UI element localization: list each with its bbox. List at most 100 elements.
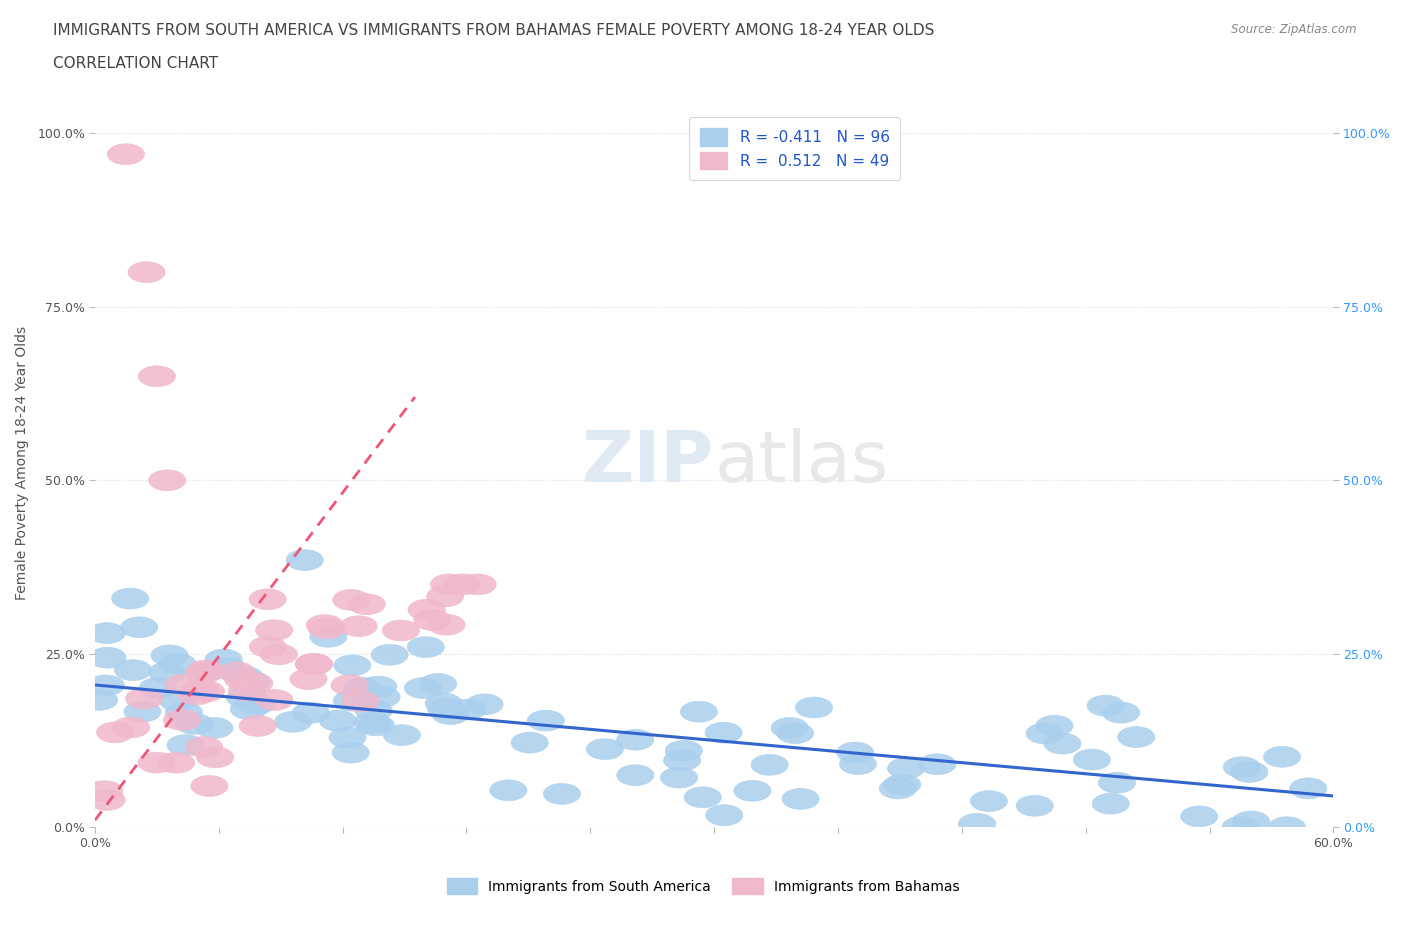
Ellipse shape [1264,747,1301,767]
Ellipse shape [218,662,256,683]
Ellipse shape [349,594,385,615]
Ellipse shape [333,590,370,610]
Ellipse shape [150,644,188,666]
Ellipse shape [231,698,267,720]
Ellipse shape [330,675,368,696]
Ellipse shape [308,618,346,639]
Ellipse shape [176,713,212,734]
Ellipse shape [112,717,149,737]
Ellipse shape [1181,806,1218,827]
Ellipse shape [329,727,366,748]
Ellipse shape [408,637,444,658]
Ellipse shape [187,681,225,702]
Ellipse shape [125,688,163,709]
Ellipse shape [617,764,654,786]
Ellipse shape [186,737,222,757]
Ellipse shape [181,680,219,700]
Ellipse shape [425,693,463,714]
Ellipse shape [295,654,333,674]
Ellipse shape [179,684,215,705]
Ellipse shape [1222,817,1258,838]
Ellipse shape [86,780,122,802]
Ellipse shape [426,586,464,606]
Ellipse shape [121,617,157,638]
Ellipse shape [107,144,145,165]
Ellipse shape [138,365,176,387]
Ellipse shape [837,742,873,763]
Ellipse shape [229,681,266,701]
Ellipse shape [124,701,162,722]
Ellipse shape [149,470,186,491]
Ellipse shape [186,662,222,683]
Ellipse shape [681,701,717,722]
Ellipse shape [586,738,623,760]
Ellipse shape [187,660,225,681]
Legend: R = -0.411   N = 96, R =  0.512   N = 49: R = -0.411 N = 96, R = 0.512 N = 49 [689,117,900,180]
Ellipse shape [114,659,152,681]
Ellipse shape [287,550,323,570]
Ellipse shape [249,636,287,658]
Ellipse shape [87,675,124,696]
Ellipse shape [238,694,276,714]
Ellipse shape [664,750,700,771]
Ellipse shape [1289,777,1327,799]
Ellipse shape [527,711,564,731]
Ellipse shape [309,627,347,647]
Ellipse shape [1230,762,1268,782]
Ellipse shape [357,715,395,736]
Ellipse shape [887,758,925,778]
Ellipse shape [360,676,396,697]
Ellipse shape [295,654,332,674]
Y-axis label: Female Poverty Among 18-24 Year Olds: Female Poverty Among 18-24 Year Olds [15,326,30,600]
Ellipse shape [665,740,703,761]
Ellipse shape [384,724,420,746]
Ellipse shape [1102,702,1140,723]
Text: Source: ZipAtlas.com: Source: ZipAtlas.com [1232,23,1357,36]
Ellipse shape [432,704,470,724]
Text: ZIP: ZIP [582,429,714,498]
Text: CORRELATION CHART: CORRELATION CHART [53,56,218,71]
Ellipse shape [209,658,246,679]
Ellipse shape [139,677,176,698]
Ellipse shape [1073,750,1111,770]
Ellipse shape [959,814,995,834]
Ellipse shape [371,644,408,665]
Ellipse shape [1026,723,1063,744]
Ellipse shape [1233,811,1270,831]
Ellipse shape [274,711,312,732]
Ellipse shape [1223,757,1260,777]
Ellipse shape [165,674,202,695]
Ellipse shape [138,752,174,773]
Ellipse shape [188,660,226,682]
Ellipse shape [443,574,481,595]
Ellipse shape [111,588,149,609]
Ellipse shape [1036,715,1073,737]
Ellipse shape [1098,772,1136,793]
Ellipse shape [307,615,343,635]
Ellipse shape [879,778,917,799]
Ellipse shape [685,787,721,808]
Ellipse shape [80,689,118,711]
Ellipse shape [167,735,204,755]
Ellipse shape [319,711,356,731]
Ellipse shape [430,574,468,595]
Ellipse shape [233,671,270,692]
Ellipse shape [1017,795,1053,817]
Ellipse shape [256,689,292,711]
Ellipse shape [617,729,654,751]
Ellipse shape [159,653,195,674]
Ellipse shape [195,718,233,738]
Ellipse shape [776,723,814,744]
Ellipse shape [239,715,277,737]
Ellipse shape [782,789,820,809]
Text: IMMIGRANTS FROM SOUTH AMERICA VS IMMIGRANTS FROM BAHAMAS FEMALE POVERTY AMONG 18: IMMIGRANTS FROM SOUTH AMERICA VS IMMIGRA… [53,23,935,38]
Ellipse shape [344,678,381,698]
Ellipse shape [256,619,292,641]
Ellipse shape [354,712,391,733]
Ellipse shape [157,752,195,773]
Ellipse shape [427,698,464,719]
Ellipse shape [342,691,378,711]
Ellipse shape [191,776,228,796]
Ellipse shape [205,649,242,670]
Ellipse shape [918,754,956,775]
